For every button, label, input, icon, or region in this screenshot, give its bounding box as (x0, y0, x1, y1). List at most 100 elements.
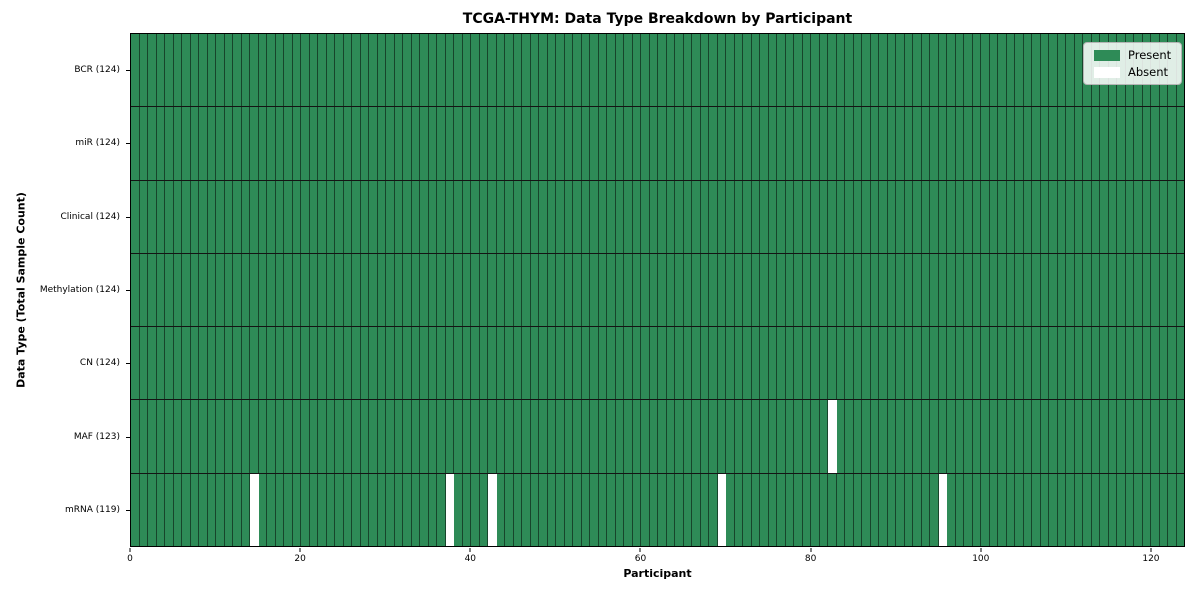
heatmap-cell-present (930, 253, 939, 327)
y-tick-label: mRNA (119) (65, 505, 120, 516)
heatmap-cell-present (182, 400, 191, 473)
heatmap-cell-present (947, 473, 956, 546)
heatmap-cell-present (275, 34, 284, 107)
heatmap-cell-present (496, 107, 505, 180)
heatmap-cell-present (590, 107, 599, 180)
heatmap-cell-present (862, 473, 871, 546)
heatmap-cell-present (972, 34, 981, 107)
heatmap-cell-present (709, 34, 718, 107)
heatmap-cell-present (760, 400, 769, 473)
heatmap-cell-present (556, 473, 565, 546)
heatmap-cell-present (1057, 107, 1066, 180)
heatmap-cell-present (870, 107, 879, 180)
heatmap-cell-present (1032, 34, 1041, 107)
heatmap-cell-present (165, 34, 174, 107)
heatmap-cell-present (802, 473, 811, 546)
heatmap-cell-present (632, 473, 641, 546)
heatmap-cell-present (377, 253, 386, 327)
heatmap-cell-present (573, 473, 582, 546)
heatmap-cell-present (887, 327, 896, 400)
y-tick-mark (126, 143, 130, 145)
heatmap-cell-present (1151, 180, 1160, 253)
heatmap-cell-present (539, 253, 548, 327)
heatmap-cell-present (292, 107, 301, 180)
heatmap-cell-present (1032, 253, 1041, 327)
heatmap-cell-present (1151, 400, 1160, 473)
heatmap-cell-present (853, 253, 862, 327)
heatmap-cell-present (479, 107, 488, 180)
heatmap-cell-present (896, 107, 905, 180)
heatmap-cell-present (1091, 107, 1100, 180)
heatmap-cell-present (1049, 107, 1058, 180)
heatmap-cell-present (768, 473, 777, 546)
heatmap-cell-present (1142, 473, 1151, 546)
heatmap-cell-present (190, 180, 199, 253)
heatmap-cell-present (590, 400, 599, 473)
heatmap-cell-present (955, 327, 964, 400)
heatmap-cell-present (870, 400, 879, 473)
heatmap-cell-present (581, 107, 590, 180)
heatmap-cell-present (1142, 253, 1151, 327)
heatmap-cell-present (190, 107, 199, 180)
heatmap-cell-present (292, 253, 301, 327)
heatmap-cell-present (964, 180, 973, 253)
heatmap-cell-present (1176, 253, 1184, 327)
heatmap-cell-present (692, 107, 701, 180)
heatmap-cell-present (547, 107, 556, 180)
heatmap-cell-present (233, 473, 242, 546)
heatmap-cell-present (760, 180, 769, 253)
heatmap-cell-present (199, 107, 208, 180)
heatmap-cell-present (182, 180, 191, 253)
heatmap-cell-present (785, 180, 794, 253)
heatmap-cell-present (964, 400, 973, 473)
heatmap-cell-present (649, 180, 658, 253)
heatmap-cell-present (224, 180, 233, 253)
heatmap-cell-present (777, 107, 786, 180)
heatmap-cell-present (335, 107, 344, 180)
heatmap-cell-present (819, 34, 828, 107)
heatmap-cell-present (1108, 473, 1117, 546)
heatmap-cell-present (641, 473, 650, 546)
heatmap-cell-present (785, 400, 794, 473)
x-tick-mark (129, 548, 131, 552)
heatmap-cell-present (768, 400, 777, 473)
heatmap-cell-present (539, 473, 548, 546)
heatmap-cell-present (981, 473, 990, 546)
x-tick-label: 20 (294, 554, 306, 564)
heatmap-cell-present (454, 253, 463, 327)
heatmap-cell-present (1083, 107, 1092, 180)
heatmap-cell-present (267, 327, 276, 400)
heatmap-cell-present (1040, 34, 1049, 107)
heatmap-cell-present (845, 400, 854, 473)
heatmap-cell-present (777, 180, 786, 253)
heatmap-cell-present (386, 253, 395, 327)
heatmap-cell-present (369, 34, 378, 107)
heatmap-cell-present (564, 253, 573, 327)
heatmap-cell-present (156, 253, 165, 327)
heatmap-cell-present (556, 327, 565, 400)
heatmap-cell-present (998, 34, 1007, 107)
heatmap-cell-present (556, 34, 565, 107)
heatmap-cell-present (887, 180, 896, 253)
heatmap-cell-present (581, 400, 590, 473)
heatmap-cell-present (309, 34, 318, 107)
heatmap-cell-present (641, 400, 650, 473)
heatmap-cell-present (726, 400, 735, 473)
heatmap-cell-present (411, 34, 420, 107)
heatmap-cell-present (513, 327, 522, 400)
heatmap-cell-present (607, 400, 616, 473)
heatmap-cell-present (624, 473, 633, 546)
heatmap-cell-present (275, 473, 284, 546)
heatmap-cell-present (862, 253, 871, 327)
heatmap-cell-present (726, 473, 735, 546)
heatmap-cell-present (649, 473, 658, 546)
heatmap-cell-present (496, 327, 505, 400)
heatmap-cell-present (513, 473, 522, 546)
heatmap-cell-present (530, 253, 539, 327)
heatmap-cell-present (743, 400, 752, 473)
heatmap-cell-present (632, 253, 641, 327)
heatmap-cell-present (131, 253, 140, 327)
heatmap-cell-present (394, 180, 403, 253)
heatmap-cell-present (301, 327, 310, 400)
heatmap-cell-present (709, 327, 718, 400)
